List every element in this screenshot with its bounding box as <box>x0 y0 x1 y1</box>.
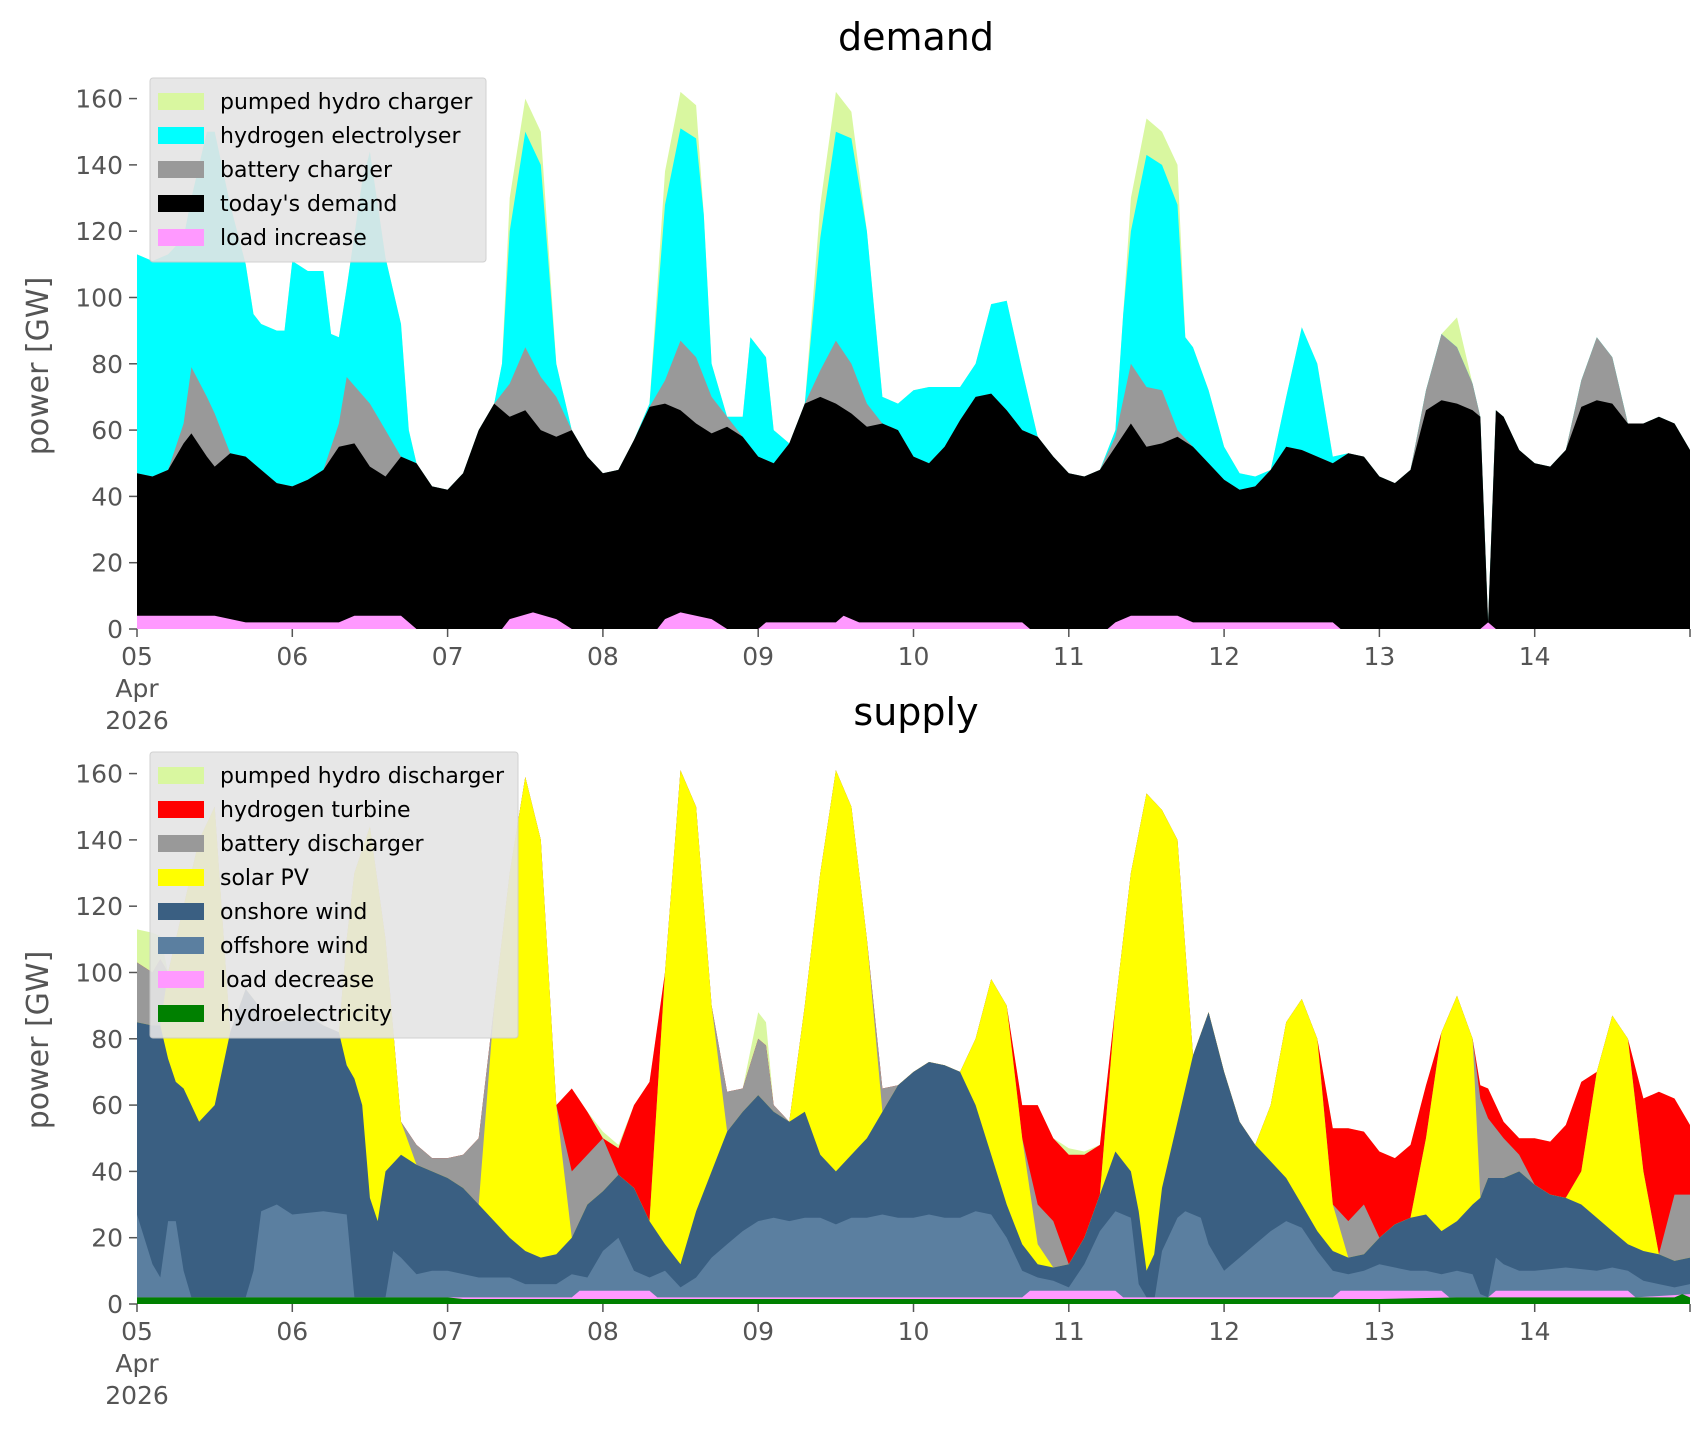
x-tick-label: 13 <box>1363 1317 1395 1346</box>
y-tick-label: 60 <box>91 416 123 445</box>
y-tick-label: 140 <box>75 151 123 180</box>
x-tick-label: 11 <box>1053 642 1085 671</box>
area-hydroelectricity <box>137 1294 1690 1304</box>
y-axis-label: power [GW] <box>21 277 56 456</box>
legend-label: solar PV <box>220 866 309 891</box>
x-sublabel: Apr <box>115 674 159 703</box>
legend: pumped hydro charger hydrogen electrolyse… <box>149 77 487 263</box>
legend-label: offshore wind <box>220 934 369 959</box>
chart-title: supply <box>853 690 978 734</box>
x-tick-label: 11 <box>1053 1317 1085 1346</box>
x-sublabel: 2026 <box>105 1381 169 1410</box>
legend-swatch <box>158 93 204 110</box>
legend-label: today's demand <box>220 192 397 217</box>
legend-box <box>149 77 487 263</box>
x-tick-label: 05 <box>121 642 153 671</box>
x-tick-label: 08 <box>587 1317 619 1346</box>
area-offshore-wind <box>137 1204 1690 1304</box>
area-series-group <box>137 770 1690 1304</box>
y-tick-label: 140 <box>75 826 123 855</box>
x-tick-label: 13 <box>1363 642 1395 671</box>
y-tick-label: 0 <box>107 1290 123 1319</box>
legend-label: pumped hydro charger <box>220 90 473 115</box>
legend-label: onshore wind <box>220 900 367 925</box>
legend-label: load decrease <box>220 968 374 993</box>
y-tick-label: 20 <box>91 549 123 578</box>
y-tick-label: 120 <box>75 217 123 246</box>
legend-label: battery discharger <box>220 832 425 857</box>
y-tick-label: 160 <box>75 760 123 789</box>
legend-swatch <box>158 801 204 818</box>
x-tick-label: 09 <box>742 1317 774 1346</box>
y-tick-label: 40 <box>91 482 123 511</box>
legend-swatch <box>158 767 204 784</box>
legend-swatch <box>158 229 204 246</box>
legend-swatch <box>158 195 204 212</box>
supply-panel: supply 0 20 40 60 80 100 120 140 160 05 06 07 08 09 10… <box>21 690 1691 1410</box>
x-tick-label: 06 <box>276 642 308 671</box>
legend-swatch <box>158 127 204 144</box>
x-tick-label: 08 <box>587 642 619 671</box>
y-tick-label: 80 <box>91 1025 123 1054</box>
x-tick-label: 06 <box>276 1317 308 1346</box>
axes-group: 0 20 40 60 80 100 120 140 160 05 06 07 08 09 10 11 12 13 1… <box>75 85 1691 735</box>
x-tick-label: 07 <box>432 1317 464 1346</box>
legend-label: pumped hydro discharger <box>220 764 505 789</box>
chart-title: demand <box>838 15 994 59</box>
legend-label: hydrogen turbine <box>220 798 411 823</box>
legend-label: hydrogen electrolyser <box>220 124 461 149</box>
area-series-group <box>137 91 1690 629</box>
x-sublabel: 2026 <box>105 706 169 735</box>
legend-swatch <box>158 971 204 988</box>
y-tick-label: 40 <box>91 1157 123 1186</box>
y-tick-label: 160 <box>75 85 123 114</box>
y-tick-label: 0 <box>107 615 123 644</box>
x-tick-label: 05 <box>121 1317 153 1346</box>
y-tick-label: 100 <box>75 958 123 987</box>
y-tick-label: 120 <box>75 892 123 921</box>
legend-swatch <box>158 161 204 178</box>
area-onshore-wind <box>137 989 1690 1304</box>
y-tick-label: 80 <box>91 350 123 379</box>
legend-label: hydroelectricity <box>220 1002 392 1027</box>
legend-swatch <box>158 937 204 954</box>
area-load-increase <box>137 612 1690 629</box>
area-today-s-demand <box>137 393 1690 629</box>
x-sublabel: Apr <box>115 1349 159 1378</box>
x-tick-label: 12 <box>1208 642 1240 671</box>
x-tick-label: 10 <box>898 1317 930 1346</box>
y-tick-label: 100 <box>75 283 123 312</box>
legend: pumped hydro discharger hydrogen turbine b… <box>149 751 519 1039</box>
demand-panel: demand 0 20 40 60 80 100 120 140 160 05 06 07 08 09 10… <box>21 15 1691 735</box>
x-tick-label: 12 <box>1208 1317 1240 1346</box>
x-tick-label: 10 <box>898 642 930 671</box>
x-tick-label: 09 <box>742 642 774 671</box>
legend-swatch <box>158 903 204 920</box>
legend-swatch <box>158 835 204 852</box>
legend-box <box>149 751 519 1039</box>
x-tick-label: 14 <box>1519 642 1551 671</box>
legend-swatch <box>158 869 204 886</box>
x-tick-label: 07 <box>432 642 464 671</box>
y-tick-label: 60 <box>91 1091 123 1120</box>
legend-swatch <box>158 1005 204 1022</box>
y-tick-label: 20 <box>91 1224 123 1253</box>
legend-label: load increase <box>220 226 367 251</box>
legend-label: battery charger <box>220 158 393 183</box>
x-tick-label: 14 <box>1519 1317 1551 1346</box>
area-solar-pv <box>137 770 1690 1304</box>
y-axis-label: power [GW] <box>21 951 56 1130</box>
axes-group: 0 20 40 60 80 100 120 140 160 05 06 07 08 09 10 11 12 13 1… <box>75 760 1691 1410</box>
